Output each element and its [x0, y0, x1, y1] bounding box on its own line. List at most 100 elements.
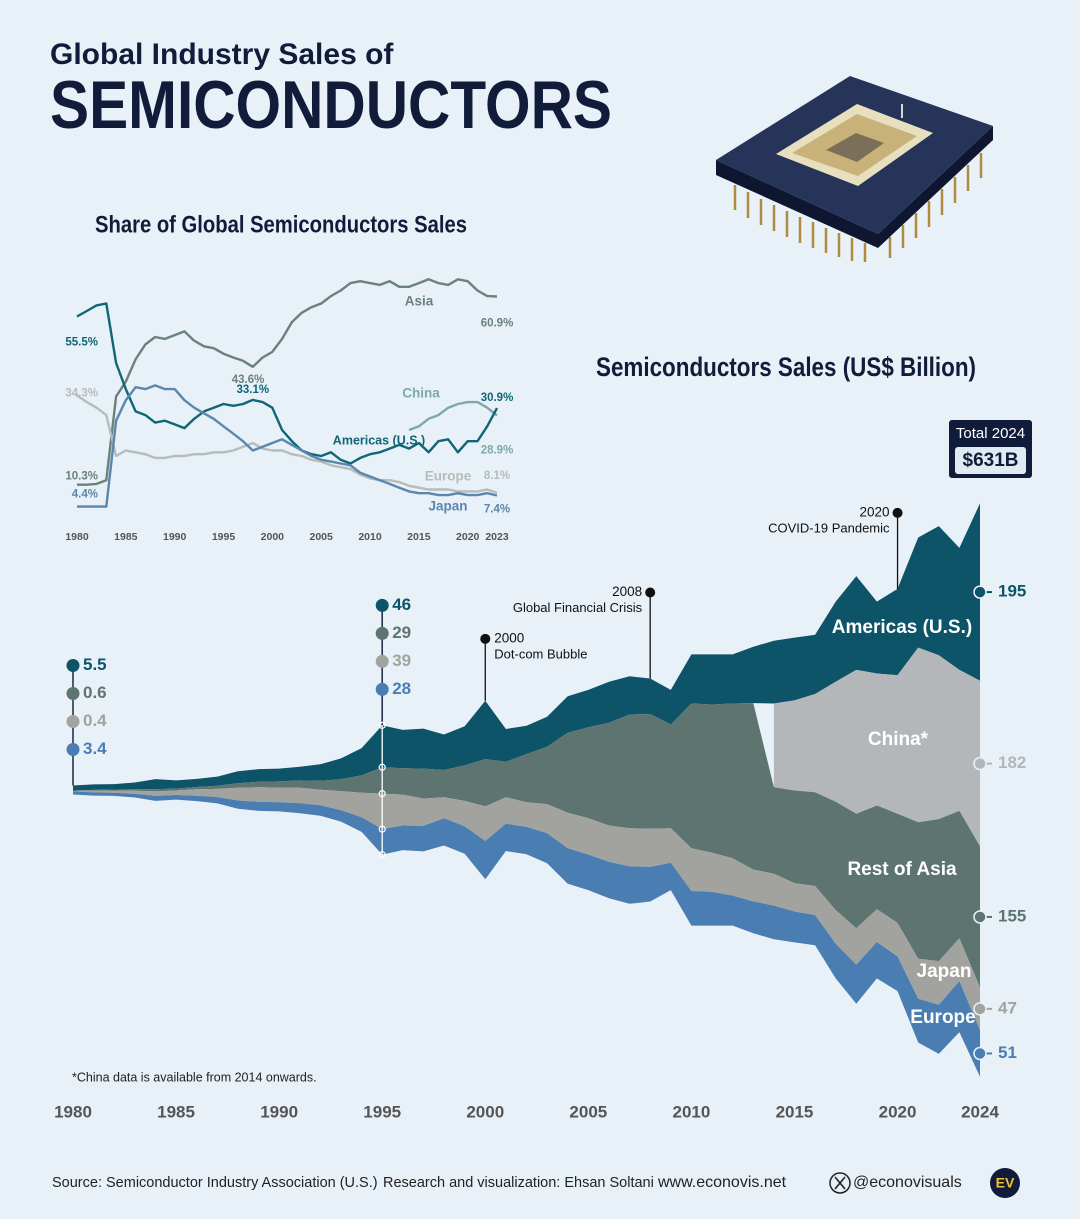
x-tick-label: 1990 [163, 531, 187, 543]
total-label: Total 2024 [956, 425, 1025, 442]
series-line [408, 400, 498, 432]
annotation-label: Global Financial Crisis [513, 600, 643, 615]
value-label: 33.1% [237, 384, 270, 396]
value-label: 55.5% [65, 337, 98, 349]
value-label: 46 [392, 595, 411, 614]
x-tick-label: 2020 [879, 1102, 917, 1121]
value-label: 43.6% [232, 374, 265, 386]
series-label: China [402, 386, 440, 401]
x-tick-label: 2005 [310, 531, 334, 543]
line-chart: 1980 1985 1990 1995 2000 2005 2010 2015 2020 2023… [65, 278, 514, 543]
value-label: 7.4% [484, 504, 510, 516]
website: www.econovis.net [657, 1174, 787, 1191]
boundary-dot [378, 825, 386, 833]
value-dot [375, 682, 389, 696]
annotation-label: Dot-com Bubble [494, 646, 587, 661]
line-chart-title: Share of Global Semiconductors Sales [95, 211, 467, 238]
value-label: 0.6 [83, 683, 107, 702]
annotation-year: 2000 [494, 630, 524, 645]
x-tick-label: 2000 [261, 531, 285, 543]
series-label: Americas (U.S.) [832, 617, 972, 638]
boundary-dot [378, 790, 386, 798]
value-dot [66, 686, 80, 700]
value-label: 8.1% [484, 470, 510, 482]
x-tick-label: 2005 [569, 1102, 607, 1121]
series-line [77, 278, 498, 486]
value-label: 5.5 [83, 655, 107, 674]
stream-chart-title: Semiconductors Sales (US$ Billion) [596, 352, 976, 382]
stream-chart: 1980 1985 1990 1995 2000 2005 2010 2015 2020 2024… [54, 503, 1026, 1121]
annotation-year: 2020 [859, 504, 889, 519]
value-label: 29 [392, 623, 411, 642]
footnote: *China data is available from 2014 onwar… [72, 1070, 317, 1084]
value-label: 34.3% [65, 387, 98, 399]
annotation-dot [480, 633, 491, 644]
credit: Research and visualization: Ehsan Soltan… [383, 1175, 654, 1191]
value-dot [375, 598, 389, 612]
x-tick-label: 1985 [114, 531, 138, 543]
x-tick-label: 2010 [672, 1102, 710, 1121]
x-tick-label: 1980 [54, 1102, 92, 1121]
value-label: 30.9% [481, 392, 514, 404]
value-label: 51 [998, 1043, 1017, 1062]
stream-area [73, 703, 980, 988]
total-value-box [955, 447, 1026, 474]
value-dot [973, 1002, 987, 1016]
value-dot [66, 658, 80, 672]
stream-area [73, 791, 980, 1077]
value-dot [973, 585, 987, 599]
x-tick-label: 1995 [363, 1102, 401, 1121]
series-line [76, 302, 499, 465]
source: Source: Semiconductor Industry Associati… [52, 1175, 378, 1191]
value-label: 39 [392, 651, 411, 670]
x-tick-label: 2023 [485, 531, 509, 543]
boundary-dot [378, 721, 386, 729]
annotation-dot [645, 587, 656, 598]
stream-area [73, 787, 980, 1031]
logo: EV [996, 1175, 1015, 1191]
series-label: Rest of Asia [847, 859, 957, 880]
value-dot [375, 626, 389, 640]
x-tick-label: 1990 [260, 1102, 298, 1121]
x-tick-label: 1985 [157, 1102, 195, 1121]
footer: Source: Semiconductor Industry Associati… [52, 1168, 1020, 1198]
series-line [77, 384, 498, 508]
value-label: 182 [998, 753, 1026, 772]
value-label: 0.4 [83, 711, 107, 730]
annotation-year: 2008 [612, 584, 642, 599]
value-dot [375, 654, 389, 668]
kicker: Global Industry Sales of [50, 38, 394, 71]
stream-area [73, 503, 980, 791]
value-label: 60.9% [481, 317, 514, 329]
value-label: 10.3% [65, 471, 98, 483]
chip-illustration [716, 76, 993, 262]
value-label: 3.4 [83, 739, 107, 758]
value-label: 47 [998, 998, 1017, 1017]
headline: SEMICONDUCTORS [50, 67, 612, 143]
value-label: 4.4% [72, 489, 98, 501]
logo-circle [990, 1168, 1020, 1198]
series-label: Europe [425, 469, 472, 484]
value-label: 155 [998, 906, 1026, 925]
x-tick-label: 2015 [776, 1102, 814, 1121]
series-label: Japan [917, 961, 972, 982]
value-dot [66, 742, 80, 756]
x-tick-label: 2015 [407, 531, 431, 543]
boundary-dot [378, 851, 386, 859]
x-tick-label: 1980 [65, 531, 89, 543]
annotation-label: COVID-19 Pandemic [768, 520, 890, 535]
value-label: 28.9% [481, 445, 514, 457]
handle: @econovisuals [853, 1174, 962, 1191]
value-dot [66, 714, 80, 728]
series-label: China* [868, 729, 929, 750]
x-tick-label: 2024 [961, 1102, 999, 1121]
total-badge: Total 2024 $631B [949, 420, 1032, 478]
x-tick-label: 2010 [358, 531, 382, 543]
x-tick-label: 1995 [212, 531, 236, 543]
value-label: 28 [392, 679, 411, 698]
stream-area [773, 647, 980, 847]
series-line [76, 394, 498, 495]
series-label: Japan [428, 499, 467, 514]
annotation-dot [892, 507, 903, 518]
total-value: $631B [963, 450, 1019, 471]
